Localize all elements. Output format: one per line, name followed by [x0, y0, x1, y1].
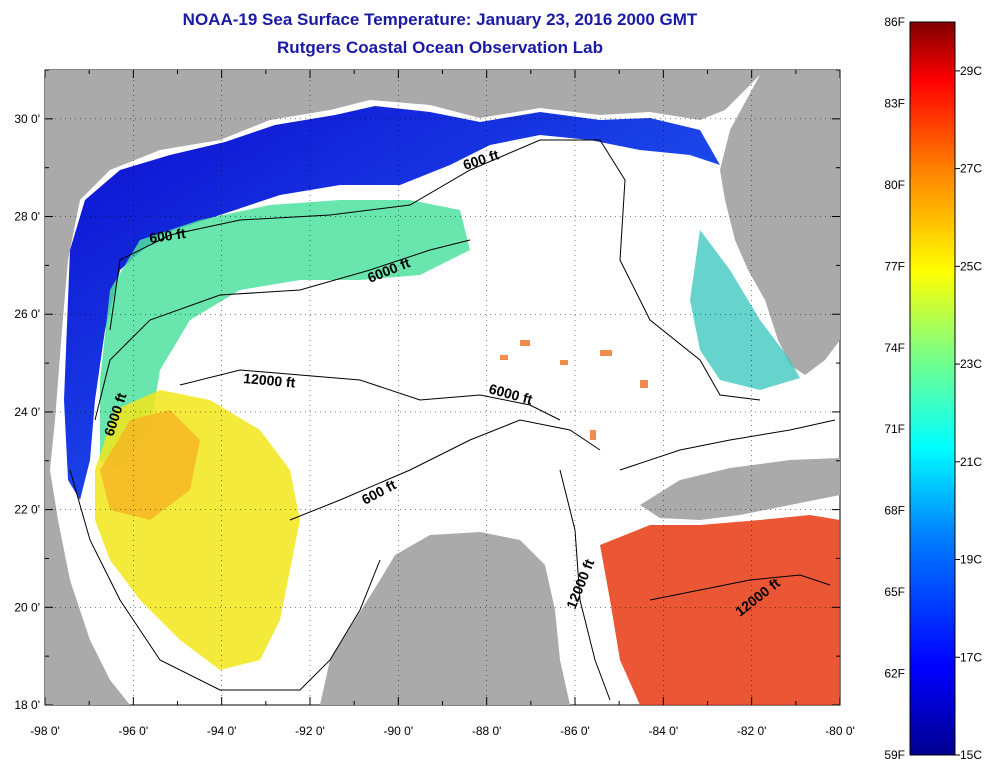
colorbar-f-label: 62F — [884, 667, 905, 681]
land-us-mexico — [45, 70, 840, 705]
colorbar-labels: 86F 83F 80F 77F 74F 71F 68F 65F 62F 59F 29C 27C 25C 2… — [884, 15, 982, 762]
map-axes: -98 0' -96 0' -94 0' -92 0' -90 0' -88 0' -86 … — [14, 69, 855, 738]
colorbar-f-label: 68F — [884, 504, 905, 518]
land-cuba — [640, 458, 840, 520]
lon-tick-label: -86 0' — [560, 724, 590, 738]
sst-caribbean-red — [600, 515, 840, 705]
lon-tick-label: -90 0' — [384, 724, 414, 738]
lon-tick-label: -84 0' — [649, 724, 679, 738]
colorbar-c-label: 25C — [960, 259, 982, 273]
sst-orange-core — [100, 410, 200, 520]
colorbar-f-label: 86F — [884, 15, 905, 29]
graticule — [45, 70, 840, 705]
sst-florida-shelf — [690, 230, 800, 390]
map-title: NOAA-19 Sea Surface Temperature: January… — [182, 10, 698, 29]
contour-label: 600 ft — [148, 225, 187, 246]
colorbar-f-label: 80F — [884, 178, 905, 192]
lat-tick-label: 26 0' — [14, 307, 40, 321]
lon-tick-label: -96 0' — [119, 724, 149, 738]
sst-cold-coastal — [64, 106, 720, 500]
colorbar-f-label: 71F — [884, 422, 905, 436]
colorbar-c-label: 15C — [960, 748, 982, 762]
lon-tick-label: -98 0' — [30, 724, 60, 738]
land-yucatan — [320, 532, 570, 705]
contour-label: 12000 ft — [243, 370, 297, 391]
colorbar-f-label: 65F — [884, 585, 905, 599]
colorbar-f-label: 59F — [884, 748, 905, 762]
lon-tick-label: -92 0' — [295, 724, 325, 738]
colorbar-c-label: 21C — [960, 455, 982, 469]
lat-tick-label: 30 0' — [14, 112, 40, 126]
colorbar-c-label: 23C — [960, 357, 982, 371]
land-florida — [720, 75, 840, 375]
map-subtitle: Rutgers Coastal Ocean Observation Lab — [277, 38, 603, 57]
sst-scattered-orange — [500, 340, 648, 440]
lon-tick-label: -94 0' — [207, 724, 237, 738]
colorbar — [909, 21, 956, 756]
colorbar-f-label: 83F — [884, 96, 905, 110]
colorbar-c-label: 19C — [960, 553, 982, 567]
lon-tick-label: -80 0' — [825, 724, 855, 738]
colorbar-c-label: 29C — [960, 64, 982, 78]
lon-tick-label: -88 0' — [472, 724, 502, 738]
lat-tick-label: 20 0' — [14, 600, 40, 614]
colorbar-c-label: 27C — [960, 162, 982, 176]
lat-tick-label: 28 0' — [14, 210, 40, 224]
lat-tick-label: 24 0' — [14, 405, 40, 419]
colorbar-f-label: 77F — [884, 259, 905, 273]
lat-tick-label: 18 0' — [14, 698, 40, 712]
bathymetry-contours — [69, 139, 836, 701]
lon-tick-label: -82 0' — [737, 724, 767, 738]
colorbar-c-label: 17C — [960, 650, 982, 664]
lat-tick-label: 22 0' — [14, 503, 40, 517]
colorbar-f-label: 74F — [884, 341, 905, 355]
